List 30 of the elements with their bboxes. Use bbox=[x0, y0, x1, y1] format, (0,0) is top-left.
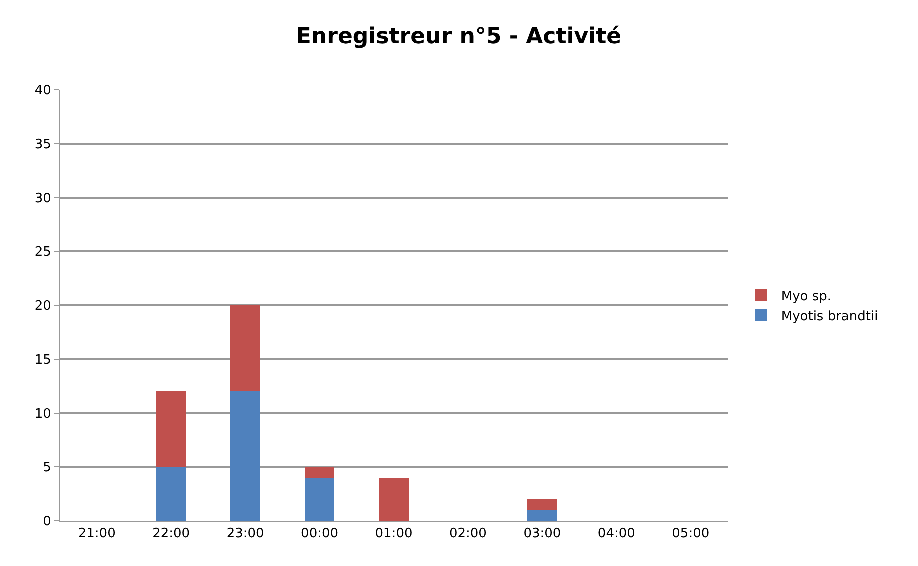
y-tick-label: 30 bbox=[34, 191, 52, 206]
x-tick-label: 00:00 bbox=[301, 526, 339, 542]
x-tick-label: 21:00 bbox=[78, 526, 116, 542]
legend-label: Myo sp. bbox=[781, 290, 832, 305]
y-tick-label: 35 bbox=[34, 137, 52, 152]
bar bbox=[230, 392, 260, 521]
x-tick-label: 03:00 bbox=[524, 526, 562, 542]
x-tick-label: 01:00 bbox=[375, 526, 413, 542]
y-tick-label: 20 bbox=[34, 299, 52, 314]
bar bbox=[528, 510, 558, 521]
bar bbox=[156, 467, 186, 521]
x-tick-label: 05:00 bbox=[672, 526, 710, 542]
x-tick-label: 02:00 bbox=[449, 526, 487, 542]
y-tick-label: 0 bbox=[43, 514, 52, 530]
bar bbox=[304, 467, 335, 478]
x-tick-label: 04:00 bbox=[598, 526, 636, 542]
y-tick-label: 10 bbox=[34, 406, 52, 422]
y-tick-label: 40 bbox=[34, 84, 52, 99]
x-tick-label: 23:00 bbox=[226, 526, 264, 542]
bar bbox=[528, 499, 558, 510]
bar bbox=[304, 478, 335, 521]
y-tick-label: 25 bbox=[34, 245, 52, 260]
y-tick-label: 5 bbox=[43, 460, 52, 476]
y-tick-label: 15 bbox=[34, 352, 52, 368]
x-tick-label: 22:00 bbox=[152, 526, 190, 542]
legend-label: Myotis brandtii bbox=[781, 309, 878, 324]
bar bbox=[156, 392, 186, 468]
chart-title: Enregistreur n°5 - Activité bbox=[296, 24, 622, 50]
bar bbox=[230, 306, 260, 392]
bar bbox=[379, 478, 409, 521]
